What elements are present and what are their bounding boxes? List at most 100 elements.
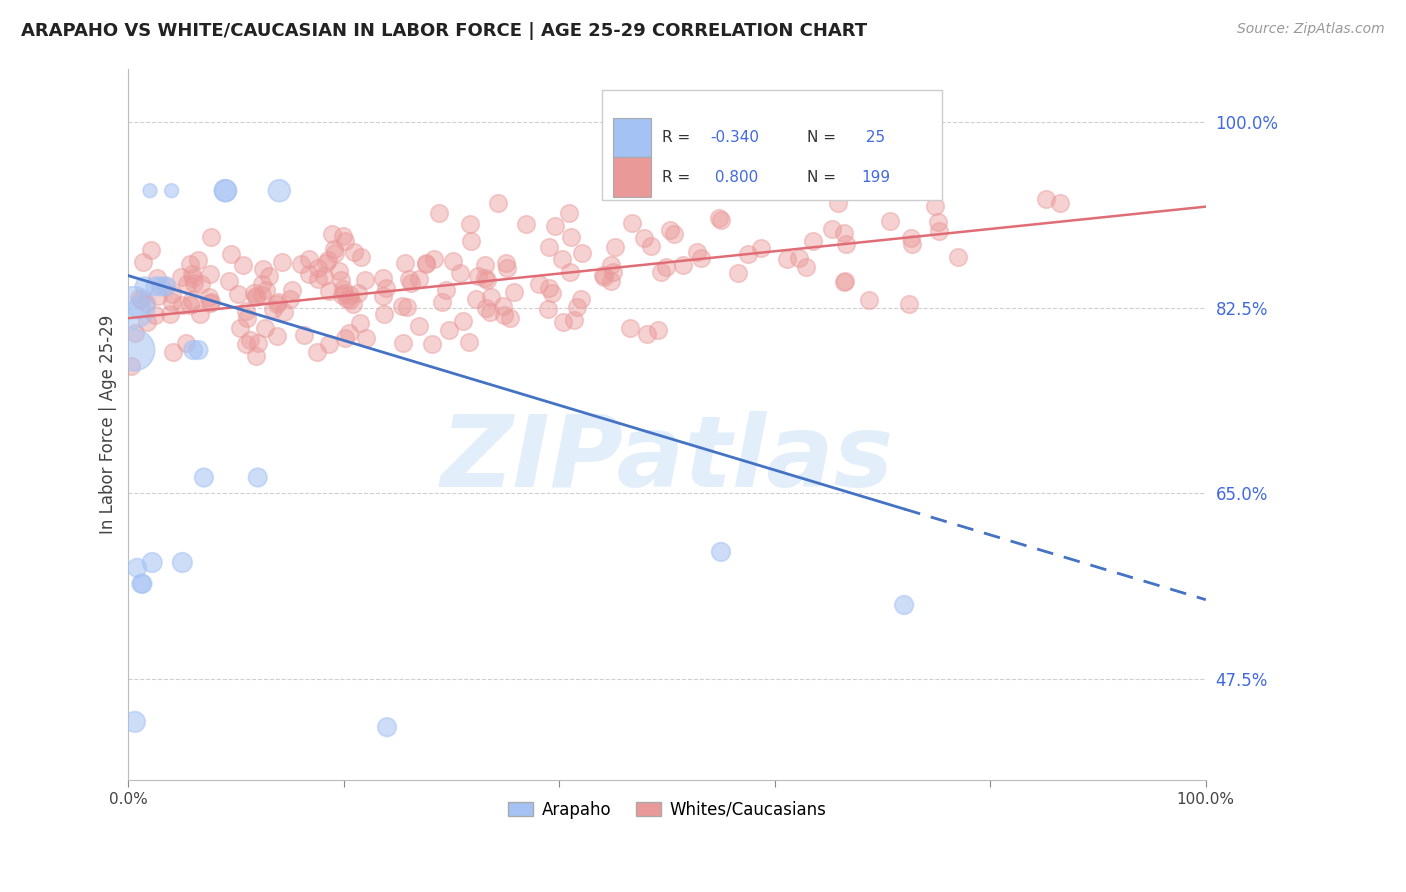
Point (346, 285, 368, 300)
Point (139, 243, 162, 257)
Point (356, 331, 378, 345)
Point (333, 235, 356, 249)
Point (307, 260, 329, 275)
Point (430, 295, 453, 310)
Point (139, 184, 162, 198)
Text: 0.800: 0.800 (710, 169, 758, 185)
Point (246, 470, 269, 484)
Point (297, 252, 319, 267)
Point (181, 343, 204, 357)
Point (132, 255, 155, 269)
Point (503, 285, 526, 300)
Point (316, 253, 339, 268)
Text: N =: N = (807, 130, 841, 145)
Point (179, 298, 201, 312)
Point (228, 320, 250, 334)
Bar (613, 119, 651, 158)
Point (332, 283, 354, 297)
Point (198, 290, 221, 304)
Point (848, 168, 870, 182)
Point (128, 301, 150, 315)
Point (214, 184, 236, 198)
Point (235, 336, 257, 351)
Point (415, 255, 437, 269)
Point (188, 306, 211, 320)
Point (619, 320, 641, 334)
Point (162, 345, 184, 359)
Point (375, 720, 398, 734)
Point (737, 247, 759, 261)
Point (280, 292, 302, 306)
Point (120, 359, 142, 373)
Point (122, 343, 145, 357)
Point (492, 309, 515, 323)
Point (927, 214, 949, 228)
Point (307, 272, 329, 286)
Point (449, 266, 471, 280)
Point (193, 470, 215, 484)
Point (710, 212, 733, 227)
Point (662, 227, 685, 241)
Point (467, 269, 489, 284)
Point (149, 279, 172, 293)
Point (127, 561, 149, 575)
Text: -0.340: -0.340 (710, 130, 759, 145)
Point (321, 227, 343, 241)
Point (245, 289, 267, 303)
Point (893, 598, 915, 612)
Point (266, 329, 288, 343)
Point (399, 276, 422, 290)
Point (176, 277, 198, 292)
Point (200, 229, 222, 244)
Point (200, 295, 222, 310)
Point (562, 313, 585, 327)
Point (292, 327, 315, 342)
Point (495, 255, 517, 269)
Point (371, 289, 394, 303)
Point (640, 239, 662, 253)
Point (183, 276, 205, 290)
Point (243, 285, 266, 300)
Point (343, 244, 366, 259)
Point (460, 234, 482, 248)
Point (155, 279, 177, 293)
Point (1049, 196, 1071, 211)
Point (245, 290, 267, 304)
Point (330, 287, 353, 301)
Point (727, 266, 749, 280)
Point (690, 252, 713, 266)
Point (655, 260, 678, 275)
Point (391, 335, 413, 350)
Text: R =: R = (662, 169, 695, 185)
Point (254, 283, 277, 297)
Text: 25: 25 (860, 130, 886, 145)
Point (349, 316, 371, 330)
Point (710, 545, 733, 559)
Point (329, 273, 352, 287)
Point (650, 264, 672, 278)
Point (160, 295, 183, 310)
Point (145, 279, 167, 293)
Point (832, 227, 855, 241)
Point (290, 257, 312, 271)
Point (571, 246, 593, 260)
Point (398, 272, 420, 286)
Point (342, 297, 364, 311)
Point (537, 240, 560, 254)
Point (143, 308, 166, 322)
Point (537, 301, 560, 316)
Point (686, 245, 709, 260)
Point (420, 337, 443, 351)
Point (541, 285, 564, 300)
Point (928, 224, 950, 238)
Point (434, 283, 457, 297)
Point (136, 315, 159, 329)
Point (160, 184, 183, 198)
Point (569, 293, 592, 307)
Point (441, 254, 464, 268)
Point (602, 265, 624, 279)
Point (479, 290, 502, 304)
Point (373, 307, 395, 321)
Point (172, 556, 194, 570)
Point (339, 287, 361, 301)
